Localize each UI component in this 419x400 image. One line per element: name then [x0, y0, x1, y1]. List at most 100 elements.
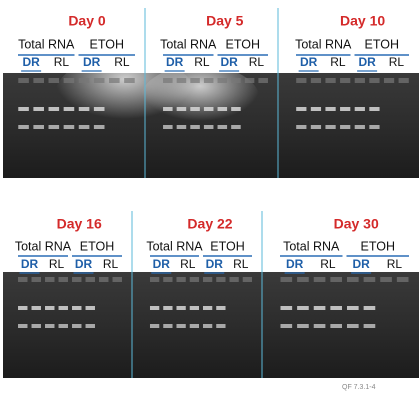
lane-label: RL [387, 257, 403, 271]
gel-well [354, 78, 365, 83]
day-title: Day 10 [340, 13, 385, 29]
rna-band [203, 107, 214, 111]
rna-band [18, 125, 29, 129]
rna-band [176, 125, 187, 129]
rna-band [18, 324, 28, 328]
gel-well [396, 277, 409, 282]
rna-band [72, 324, 82, 328]
gel-well [242, 277, 253, 282]
gel-well [78, 78, 90, 83]
footer-code: QF 7.3.1-4 [342, 384, 376, 391]
rna-band [48, 107, 60, 111]
group-label: Total RNA [283, 239, 340, 253]
gel-well [190, 78, 200, 83]
gel-well [296, 78, 307, 83]
rna-band [163, 107, 173, 111]
gel-well [280, 277, 293, 282]
rna-band [296, 107, 307, 111]
rna-band [313, 324, 326, 328]
lane-label: RL [249, 55, 265, 69]
rna-band [45, 306, 55, 310]
gel-well [18, 277, 28, 282]
lane-label: DR [286, 257, 304, 271]
gel-well [398, 78, 409, 83]
group-label: Total RNA [160, 37, 217, 51]
gel-well [310, 78, 322, 83]
rna-band [93, 125, 105, 129]
group-label: ETOH [80, 239, 115, 253]
group-label: ETOH [210, 239, 245, 253]
gel-well [58, 277, 68, 282]
lane-label: RL [194, 55, 210, 69]
rna-band [58, 324, 68, 328]
gel-well [45, 277, 55, 282]
gel-well [231, 78, 241, 83]
gel-well [216, 277, 226, 282]
gel-well [93, 78, 105, 83]
rna-band [189, 324, 200, 328]
rna-band [31, 306, 41, 310]
day-title: Day 5 [206, 13, 244, 29]
rna-band [340, 125, 351, 129]
rna-band [369, 125, 380, 129]
lane-label: RL [233, 257, 249, 271]
day-title: Day 30 [334, 216, 379, 232]
lane-label: RL [330, 55, 346, 69]
rna-band [176, 107, 187, 111]
lane-label: RL [389, 55, 405, 69]
day-title: Day 16 [57, 216, 102, 232]
gel-well [297, 277, 309, 282]
rna-band [346, 324, 359, 328]
lane-label: RL [180, 257, 196, 271]
gel-well [340, 78, 351, 83]
rna-band [231, 125, 241, 129]
gel-well [346, 277, 359, 282]
rna-band [190, 107, 200, 111]
rna-band [313, 306, 326, 310]
gel-well [369, 78, 380, 83]
gel-well [330, 277, 343, 282]
rna-band [149, 324, 160, 328]
rna-band [354, 125, 365, 129]
rna-band [296, 125, 307, 129]
group-label: ETOH [365, 37, 400, 51]
gel-well [313, 277, 326, 282]
lane-label: DR [300, 55, 318, 69]
rna-band [78, 125, 90, 129]
lane-label: RL [49, 257, 65, 271]
lane-label: DR [220, 55, 238, 69]
lane-label: DR [83, 55, 101, 69]
rna-band [78, 107, 90, 111]
rna-band [363, 324, 376, 328]
gel-well [383, 78, 395, 83]
group-label: Total RNA [15, 239, 72, 253]
rna-band [216, 306, 226, 310]
rna-band [93, 107, 105, 111]
gel-well [33, 78, 44, 83]
gel-well [203, 78, 214, 83]
gel-well [363, 277, 376, 282]
rna-band [190, 125, 200, 129]
gel-well [163, 78, 173, 83]
rna-band [325, 107, 336, 111]
rna-band [310, 125, 322, 129]
rna-band [176, 324, 186, 328]
day-title: Day 22 [187, 216, 232, 232]
gel-glow [140, 65, 260, 135]
gel-well [325, 78, 336, 83]
gel-well [48, 78, 60, 83]
gel-well [85, 277, 95, 282]
rna-band [325, 125, 336, 129]
lane-label: DR [75, 257, 93, 271]
gel-well [112, 277, 122, 282]
lane-label: DR [206, 257, 224, 271]
group-label: ETOH [226, 37, 261, 51]
gel-well [202, 277, 213, 282]
rna-band [85, 306, 95, 310]
rna-band [58, 306, 68, 310]
rna-band [63, 107, 75, 111]
gel-well [72, 277, 82, 282]
rna-band [176, 306, 186, 310]
